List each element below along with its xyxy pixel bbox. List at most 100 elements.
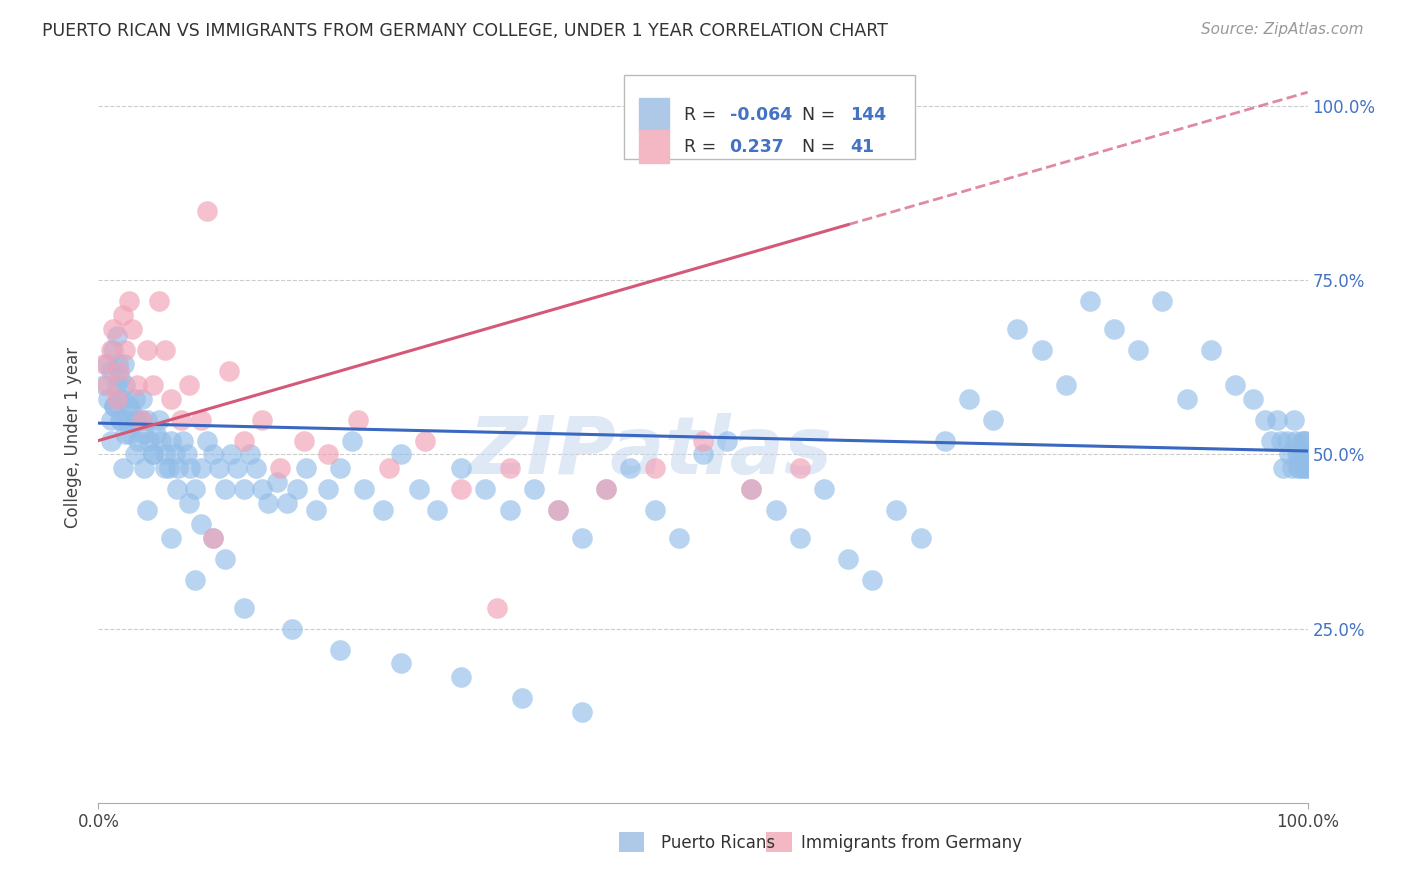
Point [498, 461, 520, 475]
Text: -0.064: -0.064 [730, 105, 792, 124]
Point [202, 531, 225, 545]
Point [595, 483, 617, 497]
Point [172, 434, 194, 448]
Text: Immigrants from Germany: Immigrants from Germany [801, 834, 1022, 852]
Point [510, 691, 533, 706]
Point [163, 448, 186, 462]
Point [124, 448, 146, 462]
Point [873, 134, 896, 148]
Point [100, 364, 122, 378]
Point [103, 399, 125, 413]
Point [111, 392, 134, 406]
Point [131, 412, 153, 426]
Text: ZIPat: ZIPat [468, 413, 703, 491]
Point [342, 434, 364, 448]
Point [692, 434, 714, 448]
Point [1284, 412, 1306, 426]
Point [1267, 412, 1289, 426]
Point [1291, 434, 1313, 448]
Point [523, 483, 546, 497]
Point [1175, 392, 1198, 406]
Point [1289, 461, 1312, 475]
Point [1270, 434, 1292, 448]
Point [169, 412, 191, 426]
Point [124, 392, 146, 406]
Point [789, 531, 811, 545]
Point [118, 426, 141, 441]
Point [316, 448, 339, 462]
Point [145, 426, 167, 441]
Point [105, 329, 128, 343]
Point [1007, 322, 1029, 336]
Point [1078, 294, 1101, 309]
Point [1223, 377, 1246, 392]
Point [450, 461, 472, 475]
Point [114, 343, 136, 357]
Point [121, 406, 143, 420]
Point [595, 483, 617, 497]
Point [1241, 392, 1264, 406]
Point [166, 483, 188, 497]
Point [1260, 434, 1282, 448]
Point [112, 357, 135, 371]
Point [837, 552, 859, 566]
Point [114, 377, 136, 392]
Y-axis label: College, Under 1 year: College, Under 1 year [65, 346, 83, 528]
Point [160, 392, 183, 406]
Point [329, 461, 352, 475]
Point [1128, 343, 1150, 357]
Point [111, 461, 134, 475]
Point [740, 483, 762, 497]
Point [353, 483, 375, 497]
Point [1031, 343, 1053, 357]
Point [131, 392, 153, 406]
Point [100, 434, 122, 448]
Point [167, 461, 190, 475]
Point [160, 531, 183, 545]
Text: Puerto Ricans: Puerto Ricans [661, 834, 775, 852]
Point [474, 483, 496, 497]
Point [232, 483, 254, 497]
Point [1294, 461, 1316, 475]
Point [957, 392, 980, 406]
Point [1278, 448, 1301, 462]
Point [1284, 434, 1306, 448]
Text: 0.237: 0.237 [730, 137, 785, 155]
Point [716, 434, 738, 448]
Point [256, 496, 278, 510]
Point [1054, 377, 1077, 392]
Point [266, 475, 288, 490]
Text: 41: 41 [851, 137, 875, 155]
Point [184, 573, 207, 587]
Point [96, 377, 118, 392]
Text: N =: N = [803, 105, 835, 124]
Point [295, 461, 318, 475]
Point [1286, 461, 1309, 475]
Point [934, 434, 956, 448]
Point [153, 448, 176, 462]
Point [329, 642, 352, 657]
Point [571, 531, 593, 545]
Point [190, 517, 212, 532]
Point [208, 461, 231, 475]
Text: 144: 144 [851, 105, 887, 124]
Point [1285, 448, 1308, 462]
Point [1152, 294, 1174, 309]
Point [100, 343, 122, 357]
Point [239, 448, 262, 462]
Point [96, 357, 118, 371]
Point [347, 412, 370, 426]
Point [150, 434, 173, 448]
Text: N =: N = [803, 137, 835, 155]
Point [377, 461, 399, 475]
Point [114, 426, 136, 441]
Point [371, 503, 394, 517]
Point [118, 399, 141, 413]
Point [108, 412, 131, 426]
Point [134, 426, 156, 441]
FancyBboxPatch shape [638, 98, 669, 131]
Point [121, 322, 143, 336]
Point [250, 412, 273, 426]
Point [860, 573, 883, 587]
Point [115, 412, 138, 426]
